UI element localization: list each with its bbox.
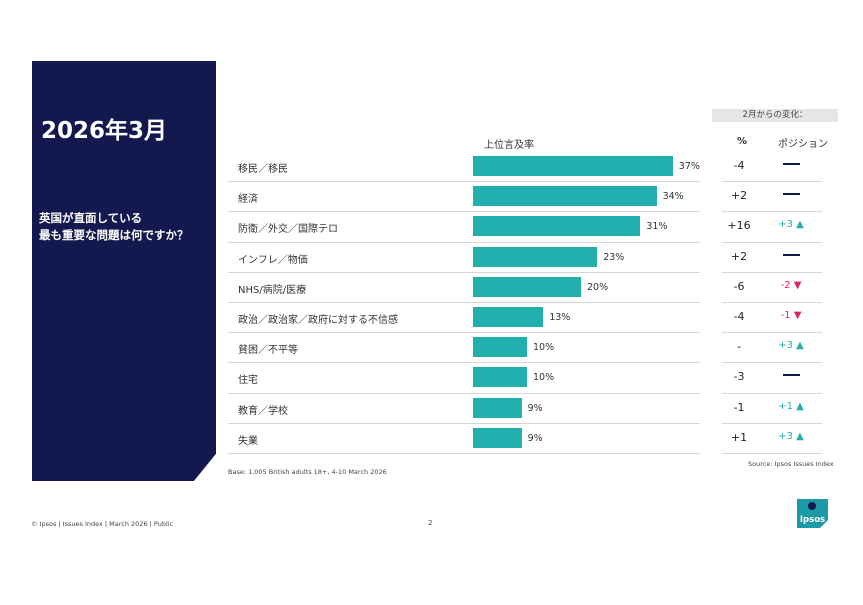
- change-row-divider: [722, 332, 822, 334]
- bar-value-label: 13%: [549, 312, 571, 323]
- no-change-dash-icon: [766, 250, 816, 261]
- bar-value-label: 9%: [527, 402, 543, 414]
- row-divider: [228, 241, 700, 243]
- change-row-divider: [722, 241, 822, 243]
- category-label: 住宅: [238, 375, 258, 387]
- change-header: 2月からの変化：: [712, 109, 838, 122]
- dash-icon: [782, 163, 800, 165]
- panel-question: 英国が直面している 最も重要な問題は何ですか？: [39, 210, 214, 244]
- category-label: 移民／移民: [238, 164, 288, 175]
- position-header: ポジション: [778, 139, 828, 150]
- mention-rate-header: 上位言及率: [484, 140, 534, 151]
- row-divider: [228, 422, 700, 424]
- bar-value-label: 10%: [533, 342, 555, 354]
- row-divider: [228, 211, 700, 213]
- change-row-divider: [722, 181, 822, 183]
- bar: [473, 246, 598, 267]
- bar-value-label: 20%: [587, 281, 609, 293]
- bar: [473, 156, 673, 176]
- bar-value-label: 9%: [527, 432, 543, 444]
- bar: [473, 427, 522, 448]
- category-label: 防衛／外交／国際テロ: [238, 224, 338, 236]
- bar: [473, 276, 581, 297]
- ipsos-logo: Ipsos: [797, 499, 828, 528]
- dash-icon: [782, 193, 800, 196]
- percent-change: +16: [727, 219, 751, 233]
- bar-value-label: 23%: [603, 251, 625, 263]
- position-down: -1 ▼: [780, 310, 802, 321]
- bar: [473, 337, 527, 358]
- row-divider: [228, 332, 700, 334]
- position-up: +3 ▲: [778, 340, 804, 352]
- bar-value-label: 37%: [678, 161, 700, 172]
- change-row-divider: [722, 211, 822, 213]
- source-note: Source: Ipsos Issues Index: [748, 460, 834, 468]
- base-note: Base: 1,005 British adults 18+, 4-10 Mar…: [228, 468, 387, 476]
- bar: [473, 367, 527, 388]
- question-line-1: 英国が直面している: [39, 211, 143, 225]
- row-divider: [228, 392, 700, 394]
- percent-header: %: [737, 136, 748, 147]
- row-divider: [228, 181, 700, 183]
- no-change-dash-icon: [766, 189, 816, 200]
- change-row-divider: [722, 362, 822, 364]
- row-divider: [228, 362, 700, 364]
- percent-change: -1: [733, 400, 745, 414]
- logo-text: Ipsos: [800, 515, 825, 525]
- percent-change: +2: [730, 249, 748, 263]
- category-label: 経済: [238, 194, 258, 206]
- change-row-divider: [722, 453, 822, 454]
- change-row-divider: [722, 422, 822, 424]
- page-number: 2: [428, 519, 433, 527]
- category-label: 教育／学校: [238, 405, 288, 417]
- category-label: インフレ／物価: [238, 254, 308, 266]
- position-up: +3 ▲: [778, 430, 804, 442]
- change-row-divider: [722, 271, 822, 273]
- bar: [473, 216, 641, 237]
- question-line-2: 最も重要な問題は何ですか？: [39, 228, 189, 242]
- percent-change: -3: [733, 370, 745, 384]
- bar: [473, 397, 522, 418]
- category-label: 失業: [238, 435, 258, 447]
- category-label: 貧困／不平等: [238, 345, 298, 357]
- row-divider: [228, 271, 700, 273]
- percent-change: -4: [733, 310, 745, 323]
- bar-value-label: 10%: [533, 372, 555, 384]
- position-up: +1 ▲: [778, 400, 804, 412]
- position-up: +3 ▲: [778, 219, 804, 231]
- bar-value-label: 34%: [662, 191, 684, 203]
- side-panel: 2026年3月 英国が直面している 最も重要な問題は何ですか？: [32, 61, 216, 481]
- no-change-dash-icon: [766, 370, 816, 381]
- row-divider: [228, 302, 700, 303]
- panel-date: 2026年3月: [41, 118, 168, 144]
- percent-change: +1: [730, 430, 748, 444]
- no-change-dash-icon: [766, 159, 816, 170]
- category-label: NHS/病院/医療: [238, 284, 307, 296]
- row-divider: [228, 453, 700, 454]
- dash-icon: [782, 374, 800, 377]
- category-label: 政治／政治家／政府に対する不信感: [238, 315, 398, 326]
- dash-icon: [782, 253, 800, 256]
- percent-change: -4: [733, 159, 745, 172]
- change-row-divider: [722, 392, 822, 394]
- percent-change: +2: [730, 189, 748, 203]
- footer-text: © Ipsos | Issues Index | March 2026 | Pu…: [31, 520, 174, 528]
- percent-change: -: [737, 340, 741, 354]
- bar-value-label: 31%: [646, 221, 668, 233]
- position-down: -2 ▼: [780, 279, 802, 291]
- change-row-divider: [722, 302, 822, 303]
- bar: [473, 186, 657, 207]
- percent-change: -6: [733, 279, 745, 293]
- bar: [473, 307, 544, 327]
